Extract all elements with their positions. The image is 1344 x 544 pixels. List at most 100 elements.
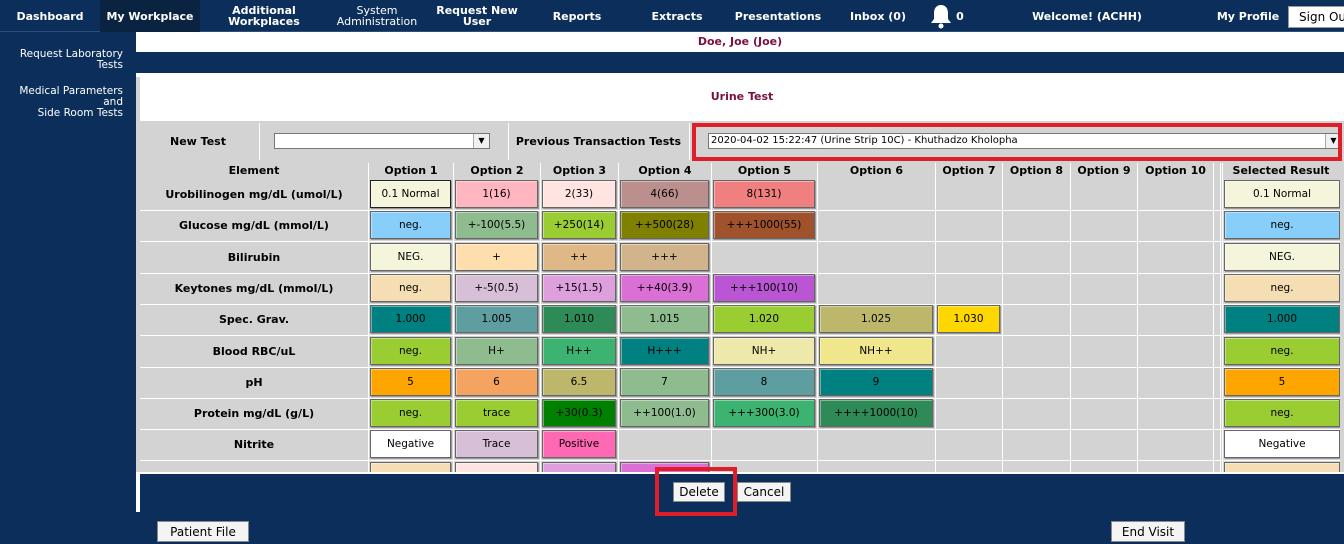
welcome-message: Welcome! (ACHH) [1032, 9, 1142, 23]
option-button[interactable]: +250(14) [542, 211, 616, 239]
nav-my-profile[interactable]: My Profile [1216, 9, 1280, 23]
option-button[interactable]: +30(0.3) [542, 399, 616, 427]
selected-result: 5 [1224, 368, 1340, 396]
nav-my-workplace[interactable]: My Workplace [100, 0, 200, 32]
option-button[interactable]: 6 [455, 368, 538, 396]
option-button[interactable]: Trace [455, 430, 538, 458]
option-button[interactable]: ++40(3.9) [620, 274, 709, 302]
option-button[interactable]: +++ [620, 243, 709, 271]
option-button[interactable] [542, 462, 616, 472]
delete-button[interactable]: Delete [673, 482, 725, 502]
nav-request-new-user[interactable]: Request New User [436, 4, 518, 28]
grid-row-divider [140, 429, 1340, 430]
option-button[interactable]: 1.010 [542, 305, 616, 333]
option-button[interactable]: neg. [370, 337, 451, 365]
header-selected-result: Selected Result [1232, 164, 1330, 177]
option-button[interactable]: 2(33) [542, 180, 616, 208]
option-button[interactable]: +++1000(55) [713, 211, 815, 239]
grid-column-divider [618, 163, 619, 472]
option-button[interactable]: 1.030 [937, 305, 1000, 333]
nav-additional-workplaces[interactable]: Additional Workplaces [228, 4, 300, 28]
end-visit-button[interactable]: End Visit [1111, 521, 1185, 542]
option-button[interactable]: +15(1.5) [542, 274, 616, 302]
previous-tests-label: Previous Transaction Tests [508, 123, 688, 160]
option-button[interactable]: Positive [542, 430, 616, 458]
option-button[interactable]: 5 [370, 368, 451, 396]
option-button[interactable]: +++300(3.0) [713, 399, 815, 427]
grid-column-divider [453, 163, 454, 472]
selected-result: neg. [1224, 399, 1340, 427]
option-button[interactable]: 1.000 [370, 305, 451, 333]
option-button[interactable]: ++ [542, 243, 616, 271]
header-option-7: Option 7 [942, 164, 996, 177]
previous-tests-select[interactable]: 2020-04-02 15:22:47 (Urine Strip 10C) - … [708, 133, 1342, 149]
option-button[interactable]: 6.5 [542, 368, 616, 396]
row-label: Blood RBC/uL [212, 345, 296, 358]
option-button[interactable]: NH+ [713, 337, 815, 365]
selected-result [1224, 462, 1340, 472]
option-button[interactable] [620, 462, 709, 472]
option-button[interactable]: H+ [455, 337, 538, 365]
row-label: Spec. Grav. [218, 313, 290, 326]
option-button[interactable]: ++500(28) [620, 211, 709, 239]
option-button[interactable]: 8(131) [713, 180, 815, 208]
option-button[interactable]: 8 [713, 368, 815, 396]
nav-system-administration[interactable]: System Administration [330, 0, 424, 32]
cancel-button[interactable]: Cancel [737, 482, 791, 502]
option-button[interactable]: neg. [370, 211, 451, 239]
sign-out-button[interactable]: Sign Ou [1288, 6, 1344, 28]
option-button[interactable]: neg. [370, 274, 451, 302]
new-test-select[interactable]: ▼ [274, 133, 490, 149]
header-option-2: Option 2 [470, 164, 524, 177]
option-button[interactable]: 1.020 [713, 305, 815, 333]
option-button[interactable]: 1.005 [455, 305, 538, 333]
option-button[interactable]: trace [455, 399, 538, 427]
row-label: Urobilinogen mg/dL (umol/L) [165, 188, 343, 201]
form-title: Urine Test [140, 77, 1344, 121]
option-button[interactable]: ++100(1.0) [620, 399, 709, 427]
header-option-9: Option 9 [1077, 164, 1131, 177]
option-button[interactable]: +-5(0.5) [455, 274, 538, 302]
nav-inbox[interactable]: Inbox (0) [850, 9, 906, 23]
chevron-down-icon: ▼ [1325, 134, 1341, 148]
option-button[interactable]: ++++1000(10) [819, 399, 933, 427]
nav-extracts[interactable]: Extracts [651, 9, 703, 23]
selected-result: NEG. [1224, 243, 1340, 271]
option-button[interactable]: 1.015 [620, 305, 709, 333]
grid-column-divider [540, 163, 541, 472]
nav-reports[interactable]: Reports [552, 9, 602, 23]
option-button[interactable]: + [455, 243, 538, 271]
patient-file-button[interactable]: Patient File [157, 521, 249, 542]
option-button[interactable]: H++ [542, 337, 616, 365]
nav-system-admin-line1: System [356, 4, 398, 17]
option-button[interactable]: +++100(10) [713, 274, 815, 302]
option-button[interactable]: 0.1 Normal [370, 180, 451, 208]
option-button[interactable] [455, 462, 538, 472]
option-button[interactable]: 7 [620, 368, 709, 396]
sidebar-item-request-lab-tests[interactable]: Request Laboratory Tests [19, 48, 123, 71]
option-button[interactable]: 1.025 [819, 305, 933, 333]
sidebar-medical-line2: Side Room Tests [37, 107, 123, 119]
new-test-cell: ▼ [259, 123, 507, 160]
option-button[interactable]: 4(66) [620, 180, 709, 208]
bell-icon[interactable] [929, 3, 953, 29]
option-button[interactable]: 9 [819, 368, 933, 396]
header-element: Element [228, 164, 280, 177]
option-button[interactable]: NH++ [819, 337, 933, 365]
grid-row-divider [140, 398, 1340, 399]
option-button[interactable]: H+++ [620, 337, 709, 365]
option-button[interactable]: NEG. [370, 243, 451, 271]
sidebar-item-medical-parameters[interactable]: Medical Parameters and Side Room Tests [0, 86, 123, 119]
option-button[interactable]: 1(16) [455, 180, 538, 208]
grid-column-divider [1213, 163, 1214, 472]
nav-presentations[interactable]: Presentations [734, 9, 822, 23]
selected-result: Negative [1224, 430, 1340, 458]
option-button[interactable] [370, 462, 451, 472]
option-button[interactable]: +-100(5.5) [455, 211, 538, 239]
option-button[interactable]: Negative [370, 430, 451, 458]
row-label: Keytones mg/dL (mmol/L) [174, 282, 334, 295]
option-button[interactable]: neg. [370, 399, 451, 427]
row-label: pH [245, 376, 263, 389]
nav-dashboard[interactable]: Dashboard [16, 9, 84, 23]
urine-test-grid: Element Option 1 Option 2 Option 3 Optio… [140, 163, 1340, 472]
